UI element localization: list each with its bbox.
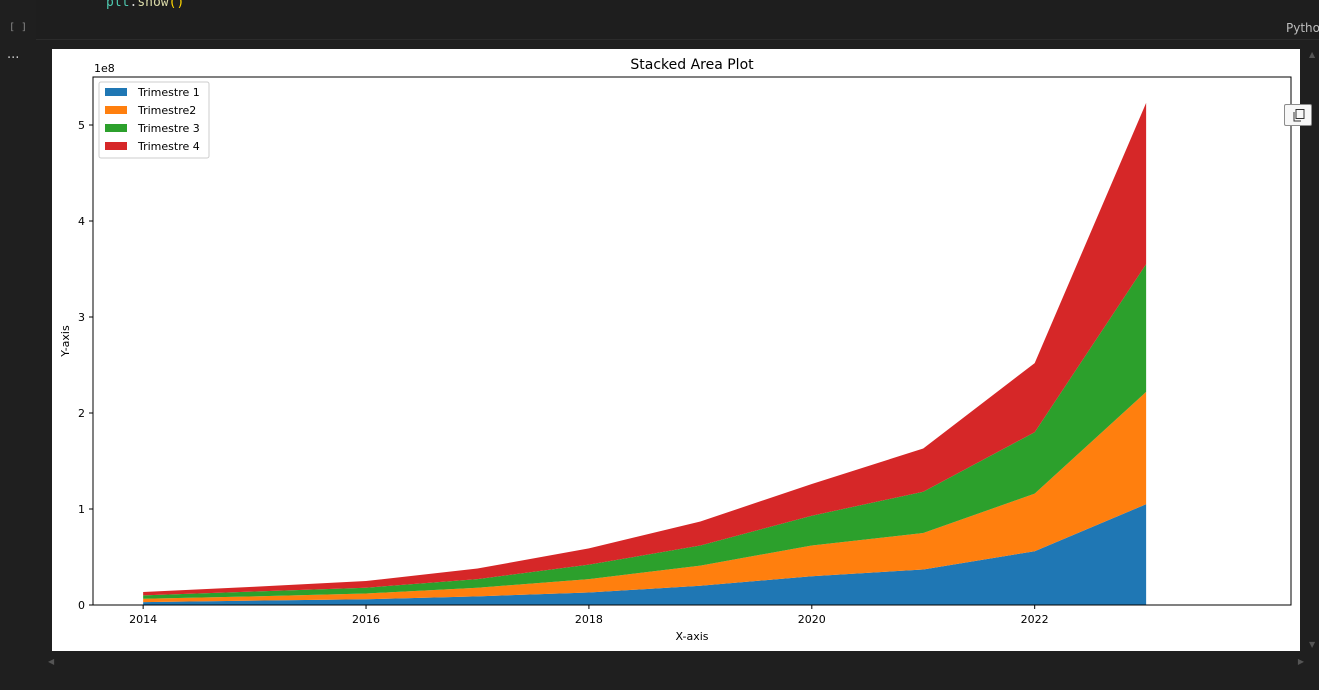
y-tick-label: 3 [78,311,85,324]
y-tick-label: 2 [78,407,85,420]
execution-count: [ ] [9,22,28,33]
chart-title: Stacked Area Plot [630,57,754,73]
scroll-right-icon[interactable]: ▶ [1297,657,1304,666]
series-areas [143,102,1147,605]
horizontal-scrollbar[interactable]: ◀ ▶ [48,655,1304,669]
legend-swatch [105,88,127,96]
y-tick-label: 0 [78,599,85,612]
x-tick-label: 2016 [352,613,380,626]
code-module: plt [106,0,130,10]
legend-swatch [105,124,127,132]
y-tick-label: 5 [78,119,85,132]
legend-swatch [105,142,127,150]
y-tick-label: 4 [78,215,85,228]
y-tick-label: 1 [78,503,85,516]
x-tick-label: 2022 [1021,613,1049,626]
code-line[interactable]: plt.show() [106,0,184,10]
kernel-label[interactable]: Pytho [1286,21,1319,35]
x-tick-label: 2018 [575,613,603,626]
scroll-up-icon[interactable]: ▲ [1309,50,1316,59]
y-axis-label: Y-axis [59,325,72,358]
x-axis-label: X-axis [676,630,709,643]
legend-label: Trimestre2 [137,104,196,117]
output-prompt[interactable]: ... [7,47,20,62]
copy-button[interactable] [1284,104,1312,126]
x-tick-label: 2014 [129,613,157,626]
stacked-area-chart: 2014 2016 2018 2020 2022 0 1 2 3 4 5 1e8 Stacked … [59,57,1292,643]
y-ticks: 0 1 2 3 4 5 [78,119,93,612]
y-offset-label: 1e8 [94,62,115,75]
legend-label: Trimestre 4 [137,140,200,153]
x-tick-label: 2020 [798,613,826,626]
axes-frame [92,76,1292,606]
figure-output: 2014 2016 2018 2020 2022 0 1 2 3 4 5 1e8 Stacked … [52,49,1312,651]
legend-swatch [105,106,127,114]
legend: Trimestre 1 Trimestre2 Trimestre 3 Trimestr… [98,81,210,159]
code-dot: . [129,0,138,10]
series-area-1 [143,504,1147,605]
series-area-2 [143,391,1147,603]
legend-label: Trimestre 3 [137,122,200,135]
legend-label: Trimestre 1 [137,86,200,99]
series-area-3 [143,264,1147,599]
code-parens: () [168,0,185,10]
code-function: show [137,0,169,10]
scroll-down-icon[interactable]: ▼ [1309,640,1316,649]
scroll-left-icon[interactable]: ◀ [48,657,55,666]
series-area-4 [143,102,1147,596]
code-cell[interactable]: plt.show() [36,0,1319,40]
legend-box [98,81,210,159]
x-ticks: 2014 2016 2018 2020 2022 [129,605,1049,626]
copy-icon [1293,109,1305,122]
